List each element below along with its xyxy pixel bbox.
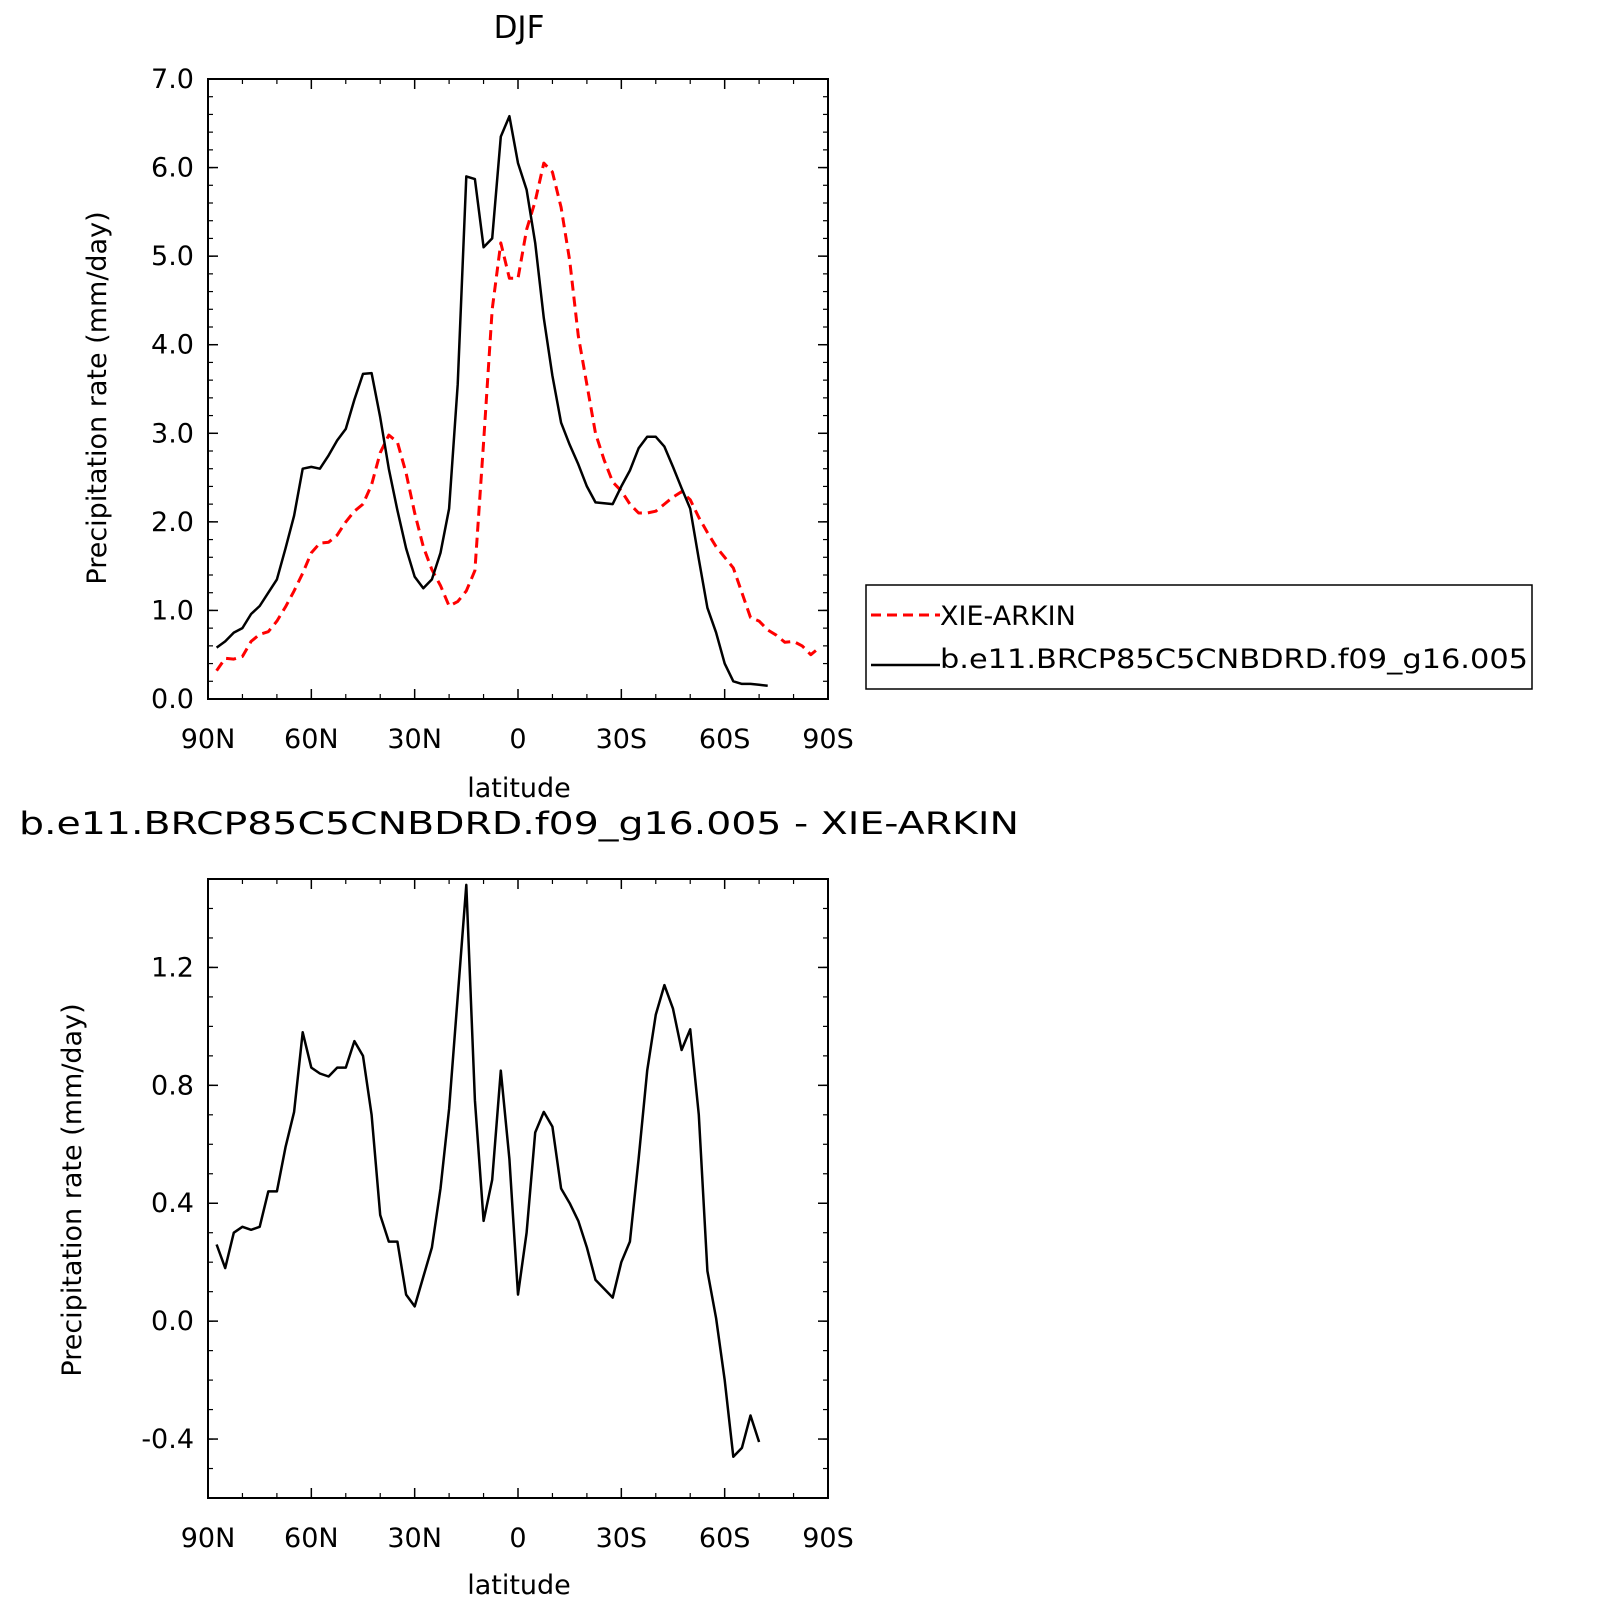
top-y-tick-label: 5.0 [151, 241, 194, 272]
bottom-x-tick-label: 30N [387, 1523, 442, 1554]
top-y-tick-label: 6.0 [151, 153, 194, 184]
legend: XIE-ARKIN b.e11.BRCP85C5CNBDRD.f09_g16.0… [865, 584, 1533, 690]
top-y-tick-label: 3.0 [151, 418, 194, 449]
bottom-chart-title: b.e11.BRCP85C5CNBDRD.f09_g16.005 - XIE-A… [19, 806, 1019, 842]
legend-box [865, 584, 1533, 690]
top-plot-frame [207, 78, 829, 700]
bottom-x-tick-label: 0 [509, 1523, 526, 1554]
top-x-axis-label: latitude [467, 773, 571, 804]
top-x-tick-label: 60N [284, 724, 339, 755]
bottom-series-line-0 [215, 883, 761, 1458]
bottom-y-tick-label: 1.2 [151, 952, 194, 983]
top-y-axis-label: Precipitation rate (mm/day) [82, 211, 113, 584]
bottom-y-tick-label: -0.4 [141, 1424, 194, 1455]
bottom-chart-marks: 90N 60N 30N 0 30S 60S 90S -0.4 0.0 0.4 0.8 1.2 [141, 878, 854, 1554]
bottom-plot-frame [207, 878, 829, 1499]
top-y-tick-label: 2.0 [151, 507, 194, 538]
bottom-x-tick-label: 60N [284, 1523, 339, 1554]
bottom-x-tick-label: 60S [699, 1523, 751, 1554]
top-y-tick-label: 0.0 [151, 684, 194, 715]
top-y-tick-label: 4.0 [151, 330, 194, 361]
top-series-line-1 [215, 114, 768, 687]
top-y-tick-label: 1.0 [151, 595, 194, 626]
legend-label-model: b.e11.BRCP85C5CNBDRD.f09_g16.005 [940, 644, 1528, 675]
top-x-tick-label: 90S [802, 724, 854, 755]
bottom-x-tick-label: 90N [181, 1523, 236, 1554]
top-panel: DJF 90N 60N 30N 0 30S 60S 90S 0.0 1.0 2.0 3.0 4.0 5.… [82, 10, 854, 804]
bottom-y-axis-label: Precipitation rate (mm/day) [57, 1003, 88, 1376]
bottom-x-tick-label: 30S [596, 1523, 648, 1554]
top-x-tick-label: 90N [181, 724, 236, 755]
legend-label-xie-arkin: XIE-ARKIN [940, 601, 1076, 632]
top-series-line-0 [215, 161, 821, 672]
top-x-tick-label: 60S [699, 724, 751, 755]
bottom-y-tick-label: 0.0 [151, 1306, 194, 1337]
top-x-tick-label: 0 [509, 724, 526, 755]
bottom-x-axis-label: latitude [467, 1570, 571, 1597]
bottom-y-tick-label: 0.4 [151, 1188, 194, 1219]
top-chart-marks: 90N 60N 30N 0 30S 60S 90S 0.0 1.0 2.0 3.0 4.0 5.0 6.0… [151, 64, 854, 755]
top-x-tick-label: 30S [596, 724, 648, 755]
bottom-panel: b.e11.BRCP85C5CNBDRD.f09_g16.005 - XIE-A… [19, 806, 1019, 1597]
top-y-tick-label: 7.0 [151, 64, 194, 95]
bottom-x-tick-label: 90S [802, 1523, 854, 1554]
bottom-y-tick-label: 0.8 [151, 1070, 194, 1101]
top-x-tick-label: 30N [387, 724, 442, 755]
top-chart-title: DJF [494, 10, 545, 46]
